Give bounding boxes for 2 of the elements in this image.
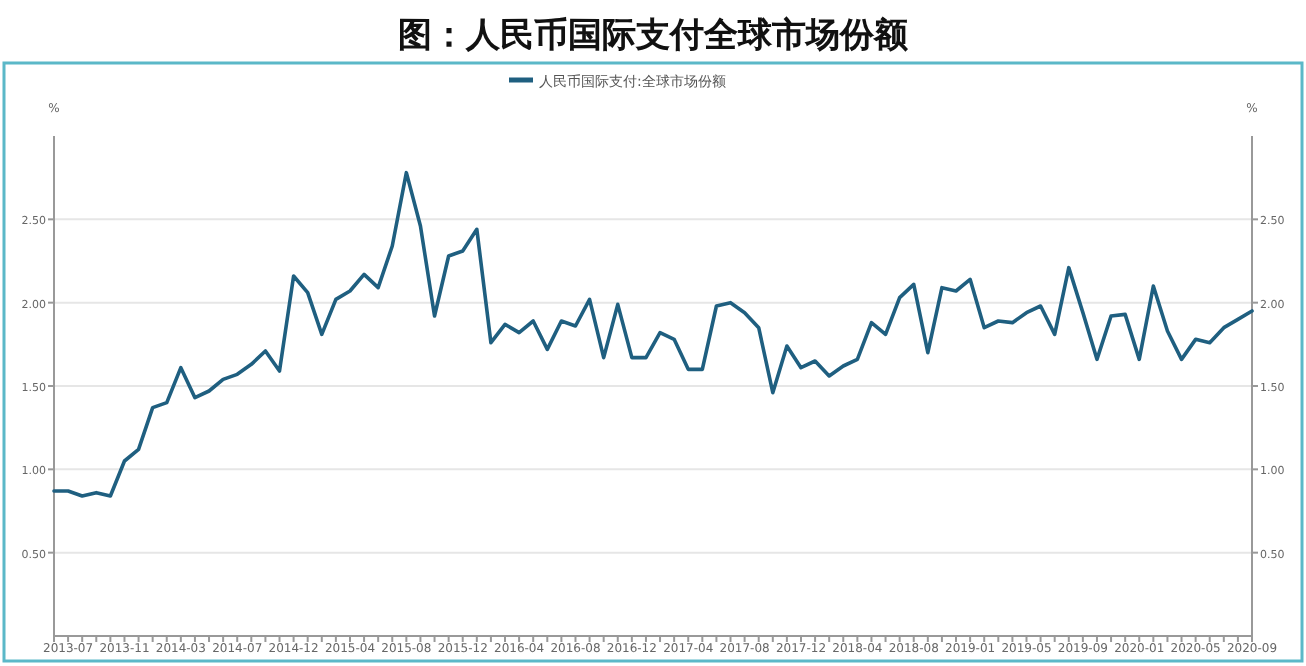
chart-title: 图：人民币国际支付全球市场份额 (398, 16, 910, 56)
line-series (52, 170, 1254, 498)
